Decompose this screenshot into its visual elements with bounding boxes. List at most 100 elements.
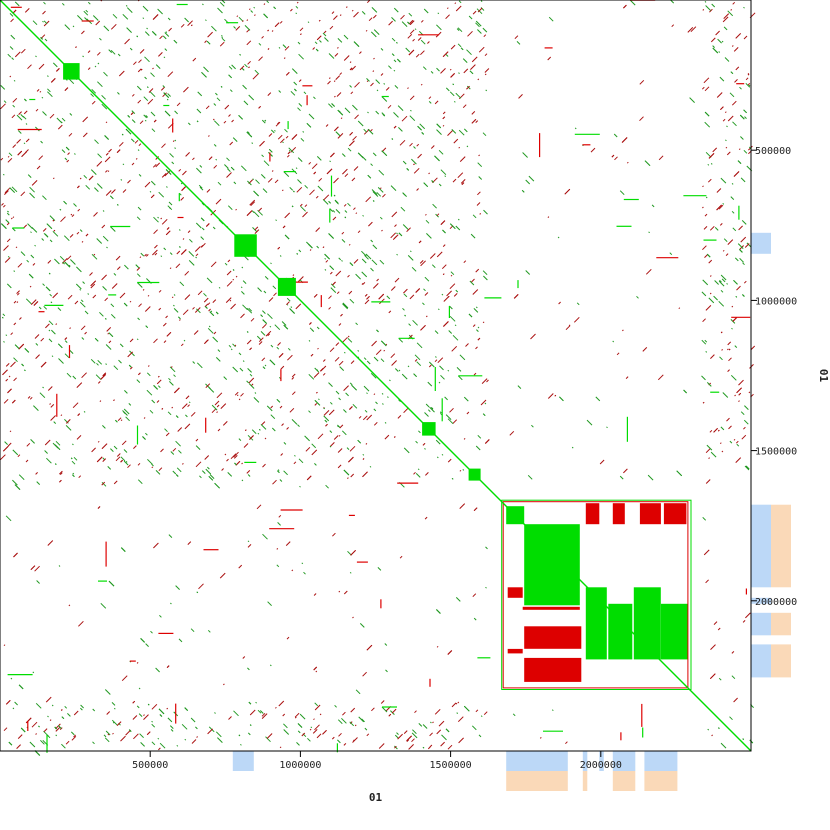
x-tick-label: 1000000 (279, 760, 321, 771)
forward-match-dot (409, 250, 412, 253)
forward-match-dot (252, 227, 257, 232)
forward-match-dot (196, 308, 201, 314)
forward-match-dot (108, 49, 113, 53)
forward-match-dot (55, 440, 61, 446)
reverse-match-dot (362, 671, 367, 677)
forward-match-dot (574, 127, 577, 130)
reverse-match-dot (717, 627, 721, 631)
forward-match-dot (265, 736, 271, 743)
reverse-match-dot (178, 168, 182, 172)
forward-match-dot (732, 227, 737, 232)
reverse-match-dot (614, 156, 618, 161)
reverse-match-dot (385, 87, 390, 91)
forward-match-dot (12, 707, 15, 710)
reverse-match-dot (38, 155, 44, 161)
reverse-match-dot (338, 732, 342, 737)
reverse-match-dot (26, 442, 31, 447)
reverse-match-dot (457, 716, 464, 723)
reverse-match-dot (246, 470, 251, 474)
reverse-match-dot (286, 636, 290, 640)
forward-match-dot (343, 409, 347, 413)
forward-match-dot (298, 249, 302, 253)
reverse-match-dot (66, 258, 69, 261)
reverse-match-dot (320, 365, 327, 372)
reverse-match-dot (388, 310, 392, 314)
forward-match-dot (210, 310, 213, 313)
reverse-match-dot (727, 115, 734, 122)
reverse-match-dot (286, 427, 289, 430)
forward-match-dot (7, 255, 10, 258)
forward-match-dot (482, 132, 487, 137)
reverse-match-dot (734, 394, 736, 397)
forward-match-dot (163, 247, 167, 251)
forward-match-dot (551, 709, 554, 712)
reverse-match-dot (90, 280, 97, 287)
forward-match-dot (234, 462, 237, 466)
reverse-match-dot (328, 77, 331, 79)
forward-match-dot (128, 403, 132, 406)
forward-match-dot (157, 8, 163, 15)
reverse-match-dot (267, 177, 273, 183)
forward-match-dot (445, 414, 452, 420)
forward-match-dot (72, 472, 75, 475)
reverse-match-dot (139, 256, 142, 259)
forward-match-dot (144, 119, 147, 122)
reverse-match-dot (425, 472, 429, 476)
forward-match-dot (468, 313, 473, 318)
reverse-match-dot (248, 8, 251, 11)
forward-match-dot (90, 93, 94, 98)
reverse-match-dot (332, 216, 337, 221)
reverse-match-dot (163, 340, 167, 343)
forward-match-dot (414, 354, 421, 361)
reverse-match-dot (325, 124, 329, 127)
forward-match-dot (391, 138, 394, 140)
forward-match-dot (717, 38, 722, 44)
reverse-match-dot (224, 104, 230, 110)
reverse-match-dot (401, 115, 408, 122)
forward-match-dot (388, 65, 392, 70)
forward-match-dot (701, 339, 707, 345)
reverse-match-dot (150, 194, 155, 199)
forward-match-dot (576, 302, 580, 306)
forward-match-dot (147, 458, 153, 465)
forward-match-dot (367, 111, 369, 114)
forward-match-dot (54, 463, 57, 465)
forward-match-dot (328, 382, 333, 387)
forward-match-dot (411, 266, 417, 272)
forward-match-dot (278, 90, 282, 93)
reverse-match-dot (475, 268, 480, 273)
forward-match-dot (99, 311, 104, 317)
forward-match-dot (65, 425, 72, 431)
forward-match-dot (17, 130, 22, 134)
reverse-match-dot (719, 223, 723, 226)
forward-match-dot (362, 214, 364, 217)
forward-match-dot (384, 643, 388, 646)
reverse-match-dot (639, 79, 645, 85)
reverse-match-dot (250, 201, 256, 207)
reverse-match-dot (364, 293, 368, 297)
reverse-match-dot (285, 71, 290, 76)
forward-match-dot (227, 205, 233, 211)
reverse-match-dot (99, 400, 102, 402)
forward-match-dot (731, 675, 736, 680)
reverse-match-dot (270, 405, 274, 409)
forward-match-dot (13, 357, 18, 363)
forward-match-dot (241, 291, 245, 295)
forward-match-dot (50, 301, 53, 304)
reverse-match-dot (289, 407, 295, 413)
reverse-match-dot (132, 715, 138, 720)
reverse-match-dot (121, 440, 127, 446)
forward-match-dot (143, 96, 149, 102)
forward-match-dot (647, 474, 654, 481)
reverse-match-dot (568, 324, 571, 327)
reverse-match-dot (104, 297, 109, 302)
reverse-match-dot (408, 744, 414, 750)
reverse-match-dot (217, 428, 221, 432)
reverse-match-dot (120, 735, 126, 742)
reverse-match-dot (129, 366, 133, 370)
reverse-match-dot (705, 579, 709, 584)
forward-match-dot (262, 310, 266, 314)
reverse-match-dot (266, 733, 273, 739)
forward-match-dot (82, 281, 85, 284)
reverse-match-dot (21, 151, 27, 158)
